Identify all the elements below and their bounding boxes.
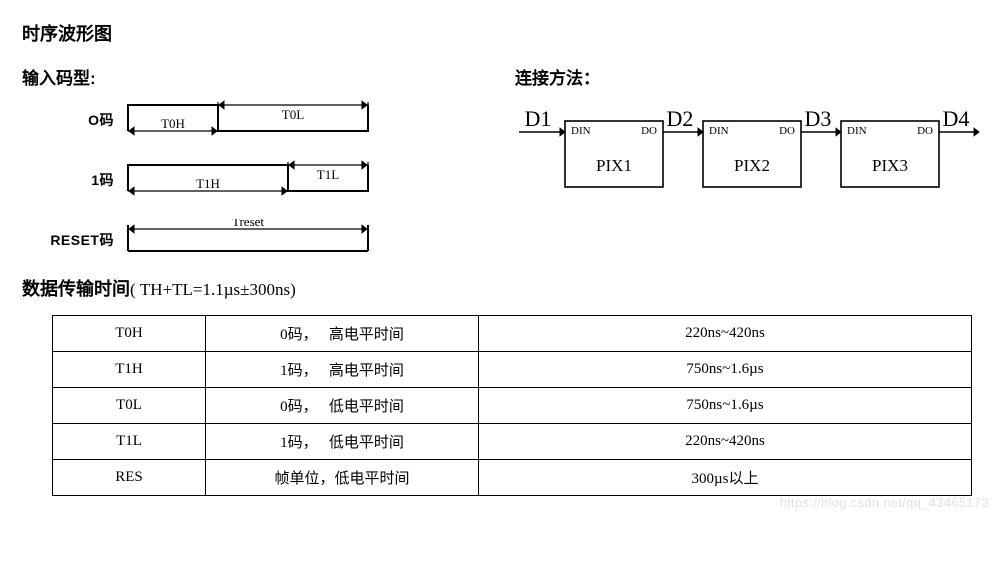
top-row: 输入码型: O码 T0HT0L 1码 T1HT1L RESET码 Treset … (22, 64, 985, 267)
svg-text:DO: DO (779, 125, 795, 137)
table-cell-desc: 1码， 高电平时间 (206, 352, 479, 388)
table-row: T0L0码， 低电平时间750ns~1.6µs (53, 388, 972, 424)
input-code-section: 输入码型: O码 T0H T0L 1码 T1H T1L RESET码 Treset (22, 64, 507, 267)
svg-text:D3: D3 (805, 106, 832, 131)
waveform-reset-row: RESET码 Treset (22, 219, 507, 261)
timing-heading-text: 数据传输时间 (22, 279, 130, 299)
table-cell-symbol: T0H (53, 316, 206, 352)
table-cell-value: 300µs以上 (479, 460, 972, 496)
connection-heading: 连接方法： (515, 64, 985, 89)
svg-text:PIX2: PIX2 (734, 156, 770, 175)
table-cell-desc: 帧单位，低电平时间 (206, 460, 479, 496)
table-cell-symbol: T0L (53, 388, 206, 424)
svg-text:DO: DO (641, 125, 657, 137)
timing-heading: 数据传输时间( TH+TL=1.1µs±300ns) (22, 275, 985, 301)
waveform-reset-svg: Treset (122, 219, 382, 261)
waveform-1-svg: T1H T1L (122, 159, 382, 201)
waveform-reset-label: RESET码 (22, 230, 122, 250)
svg-text:DIN: DIN (571, 125, 591, 137)
svg-text:D4: D4 (943, 106, 970, 131)
svg-text:DIN: DIN (709, 125, 729, 137)
svg-text:DO: DO (917, 125, 933, 137)
table-cell-value: 220ns~420ns (479, 316, 972, 352)
table-cell-symbol: T1H (53, 352, 206, 388)
svg-text:D1: D1 (525, 106, 552, 131)
table-row: T1H1码， 高电平时间750ns~1.6µs (53, 352, 972, 388)
connection-svg: D1 DIN DO PIX1 D2 DIN DO PIX2 D3 DIN DO PIX3 D4 (515, 99, 985, 199)
waveform-1-row: 1码 T1H T1L (22, 159, 507, 201)
table-row: T1L1码， 低电平时间220ns~420ns (53, 424, 972, 460)
svg-text:PIX3: PIX3 (872, 156, 908, 175)
waveform-0-svg: T0H T0L (122, 99, 382, 141)
svg-text:Treset: Treset (232, 219, 264, 229)
timing-heading-paren: ( TH+TL=1.1µs±300ns) (130, 280, 296, 299)
connection-section: 连接方法： D1DINDOPIX1D2DINDOPIX2D3DINDOPIX3D… (515, 64, 985, 204)
svg-text:T0L: T0L (282, 107, 304, 122)
table-cell-value: 220ns~420ns (479, 424, 972, 460)
timing-table: T0H0码， 高电平时间220ns~420nsT1H1码， 高电平时间750ns… (52, 315, 972, 496)
page-title: 时序波形图 (22, 20, 985, 46)
waveform-1-label: 1码 (22, 170, 122, 190)
waveform-0-label: O码 (22, 110, 122, 130)
table-cell-desc: 1码， 低电平时间 (206, 424, 479, 460)
input-code-heading: 输入码型: (22, 64, 507, 89)
watermark-text: https://blog.csdn.net/qq_43465173 (780, 495, 989, 510)
svg-text:PIX1: PIX1 (596, 156, 632, 175)
table-cell-symbol: T1L (53, 424, 206, 460)
table-cell-value: 750ns~1.6µs (479, 388, 972, 424)
table-cell-desc: 0码， 高电平时间 (206, 316, 479, 352)
table-row: RES帧单位，低电平时间300µs以上 (53, 460, 972, 496)
table-cell-value: 750ns~1.6µs (479, 352, 972, 388)
table-cell-symbol: RES (53, 460, 206, 496)
svg-text:D2: D2 (667, 106, 694, 131)
svg-text:T1H: T1H (196, 176, 220, 191)
waveform-0-row: O码 T0H T0L (22, 99, 507, 141)
table-row: T0H0码， 高电平时间220ns~420ns (53, 316, 972, 352)
svg-text:T0H: T0H (161, 116, 185, 131)
table-cell-desc: 0码， 低电平时间 (206, 388, 479, 424)
svg-text:DIN: DIN (847, 125, 867, 137)
svg-text:T1L: T1L (317, 167, 339, 182)
